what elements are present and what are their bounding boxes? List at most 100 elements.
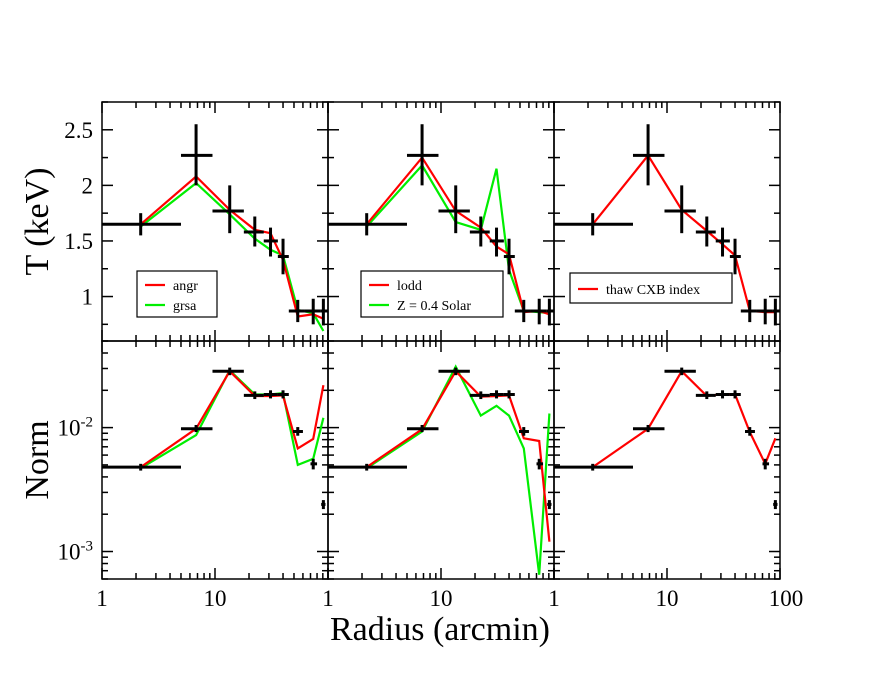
data-point xyxy=(310,458,318,470)
data-point xyxy=(243,391,264,400)
x-tick-label: 10 xyxy=(656,586,679,611)
panel-frame-r2-c2 xyxy=(327,340,555,580)
panel-border xyxy=(553,101,781,342)
data-point xyxy=(530,298,547,325)
x-tick-label: 1 xyxy=(96,586,108,611)
panel-frame-r2-c3 xyxy=(553,340,781,580)
data-point xyxy=(212,185,244,234)
panel-frame-r1-c3 xyxy=(553,101,781,342)
data-point xyxy=(762,458,770,470)
y-axis-title-temperature: T (keV) xyxy=(19,168,56,276)
series-line-lodd xyxy=(366,369,551,542)
data-point xyxy=(304,298,321,325)
data-point xyxy=(489,227,504,257)
series-group-r2-c1 xyxy=(140,368,325,470)
data-points-r1-c2 xyxy=(328,124,554,326)
data-point xyxy=(180,124,213,186)
data-point xyxy=(102,463,181,471)
data-point xyxy=(243,216,264,247)
data-point xyxy=(328,463,407,471)
data-point xyxy=(288,299,305,323)
data-point xyxy=(406,124,439,186)
data-point xyxy=(695,391,716,400)
x-tick-label: 10 xyxy=(204,586,227,611)
series-line-thaw-cxb-index xyxy=(592,369,777,469)
legend-label: angr xyxy=(173,279,198,294)
y-tick-label: 10-3 xyxy=(58,539,94,565)
panel-frame-r2-c1 xyxy=(101,340,329,580)
data-point xyxy=(406,424,439,433)
legend-box xyxy=(360,270,504,318)
data-point xyxy=(503,390,515,399)
data-point xyxy=(744,427,755,436)
data-point xyxy=(469,391,490,400)
data-point xyxy=(277,390,289,399)
data-points-r2-c2 xyxy=(328,367,552,510)
legend-c1: angr grsa xyxy=(136,270,218,318)
legend-label: Z = 0.4 Solar xyxy=(397,299,471,314)
data-point xyxy=(263,227,278,257)
data-point xyxy=(664,185,696,234)
data-point xyxy=(664,367,696,376)
x-tick-label: 10 xyxy=(430,586,453,611)
data-point xyxy=(554,213,633,236)
data-point xyxy=(263,390,278,399)
legend-box xyxy=(136,270,218,318)
data-point xyxy=(489,390,504,399)
series-line-z-0-4-solar xyxy=(366,364,551,575)
data-point xyxy=(469,216,490,247)
y-tick-label: 2.5 xyxy=(64,118,93,143)
series-group-r2-c2 xyxy=(366,364,551,575)
data-point xyxy=(503,238,515,275)
panel-border xyxy=(101,340,329,580)
panel-frames xyxy=(101,101,781,580)
data-point xyxy=(320,298,328,326)
panel-border xyxy=(553,340,781,580)
legend-label: thaw CXB index xyxy=(606,283,700,298)
data-point xyxy=(518,427,529,436)
y-tick-label: 2 xyxy=(82,173,94,198)
data-points-r1-c3 xyxy=(554,124,780,326)
x-tick-label: 100 xyxy=(769,586,804,611)
y-tick-label: 10-2 xyxy=(58,415,94,441)
series-group-r2-c3 xyxy=(592,369,777,469)
legend-c2: lodd Z = 0.4 Solar xyxy=(360,270,504,318)
data-point xyxy=(773,500,778,510)
data-point xyxy=(632,424,665,433)
data-point xyxy=(438,185,470,234)
axis-titles: Radius (arcmin) T (keV) Norm xyxy=(19,168,550,648)
data-point xyxy=(212,367,244,376)
data-point xyxy=(102,213,181,236)
data-point xyxy=(740,299,757,323)
data-points-r1-c1 xyxy=(102,124,328,326)
data-point xyxy=(328,213,407,236)
y-tick-label: 1 xyxy=(82,285,94,310)
legend-label: lodd xyxy=(397,279,422,294)
tick-labels: 1 10 1 10 1 10 100 2.5 2 1.5 1 10-2 10-3 xyxy=(58,118,804,611)
data-point xyxy=(536,458,544,470)
data-point xyxy=(632,124,665,186)
data-point xyxy=(547,500,552,510)
panel-border xyxy=(327,340,555,580)
data-points-r2-c3 xyxy=(554,367,778,510)
data-point xyxy=(756,298,773,325)
data-point xyxy=(772,298,780,326)
data-point xyxy=(546,298,554,326)
y-axis-title-norm: Norm xyxy=(19,420,56,499)
legend-label: grsa xyxy=(173,299,197,314)
data-point xyxy=(554,463,633,471)
legend-c3: thaw CXB index xyxy=(569,272,733,304)
data-point xyxy=(514,299,531,323)
data-point xyxy=(715,227,730,257)
data-point xyxy=(729,390,741,399)
data-point xyxy=(695,216,716,247)
y-tick-label: 1.5 xyxy=(64,229,93,254)
data-point xyxy=(438,367,470,376)
data-points-r2-c1 xyxy=(102,367,326,510)
data-point xyxy=(321,500,326,510)
data-point xyxy=(292,427,303,436)
x-tick-label: 1 xyxy=(322,586,334,611)
series-line-grsa xyxy=(140,368,325,470)
data-point xyxy=(180,424,213,433)
